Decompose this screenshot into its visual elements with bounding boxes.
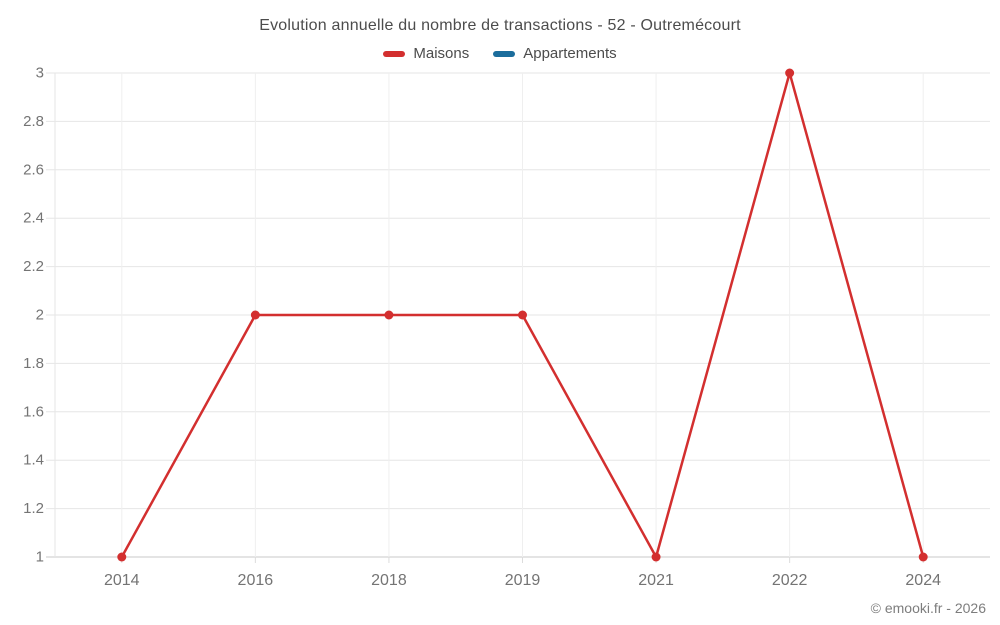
data-point bbox=[651, 552, 661, 562]
x-tick-label: 2022 bbox=[772, 572, 808, 589]
y-tick-label: 2 bbox=[36, 307, 44, 324]
chart-title: Evolution annuelle du nombre de transact… bbox=[259, 17, 741, 34]
maisons-legend-label: Maisons bbox=[413, 45, 470, 62]
legend-item-appartements[interactable]: Appartements bbox=[493, 45, 617, 62]
y-tick-label: 2.2 bbox=[23, 258, 44, 275]
x-tick-label: 2019 bbox=[505, 572, 541, 589]
x-tick-label: 2024 bbox=[905, 572, 941, 589]
data-point bbox=[384, 310, 394, 320]
x-tick-label: 2016 bbox=[238, 572, 274, 589]
copyright-footer: © emooki.fr - 2026 bbox=[870, 600, 986, 616]
x-tick-label: 2018 bbox=[371, 572, 407, 589]
y-tick-label: 2.8 bbox=[23, 113, 44, 130]
data-point bbox=[918, 552, 928, 562]
legend: Maisons Appartements bbox=[0, 45, 1000, 62]
x-tick-label: 2014 bbox=[104, 572, 140, 589]
y-tick-label: 1.8 bbox=[23, 355, 44, 372]
appartements-legend-swatch-icon bbox=[493, 50, 516, 57]
appartements-legend-label: Appartements bbox=[523, 45, 617, 62]
y-tick-label: 3 bbox=[36, 65, 44, 82]
y-tick-label: 1.6 bbox=[23, 403, 44, 420]
y-tick-label: 2.4 bbox=[23, 210, 44, 227]
y-tick-label: 1.4 bbox=[23, 452, 44, 469]
y-tick-label: 1 bbox=[36, 549, 44, 566]
x-tick-label: 2021 bbox=[638, 572, 674, 589]
legend-item-maisons[interactable]: Maisons bbox=[383, 45, 469, 62]
data-point bbox=[785, 68, 795, 78]
y-tick-label: 1.2 bbox=[23, 500, 44, 517]
data-point bbox=[250, 310, 260, 320]
data-point bbox=[518, 310, 527, 320]
y-tick-label: 2.6 bbox=[23, 161, 44, 178]
maisons-legend-swatch-icon bbox=[383, 50, 406, 57]
data-point bbox=[117, 552, 127, 562]
